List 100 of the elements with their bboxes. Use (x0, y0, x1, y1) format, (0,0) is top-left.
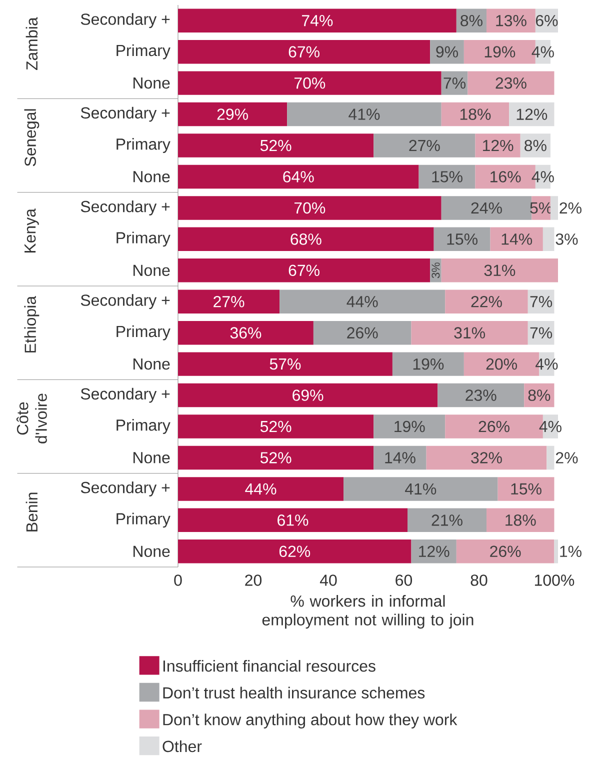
bar (374, 446, 426, 470)
data-label: 12% (483, 140, 514, 152)
data-label: 7% (444, 77, 466, 89)
data-label: 69% (292, 390, 324, 401)
data-label: 36% (230, 327, 262, 338)
data-label: 2% (560, 202, 582, 214)
y-tick-label: Secondary + (80, 482, 170, 496)
legend-label: Insufficient financial resources (163, 660, 376, 672)
bar (178, 258, 430, 282)
y-tick-label: Primary (116, 419, 170, 434)
bar (178, 352, 392, 376)
data-label: 14% (385, 452, 416, 464)
bar (408, 508, 487, 532)
data-label: 44% (245, 483, 276, 495)
y-tick-label: Secondary + (80, 200, 170, 216)
data-label: 29% (217, 108, 248, 120)
bar (434, 227, 490, 252)
bar (418, 164, 476, 189)
bar (392, 352, 464, 376)
bar (178, 320, 314, 345)
data-label: 41% (405, 483, 436, 495)
data-label: 19% (484, 46, 516, 58)
bar (456, 540, 554, 564)
bar (490, 227, 543, 252)
x-tick-label: 100% (534, 574, 574, 586)
y-tick-label: Secondary + (80, 13, 170, 28)
bar (178, 383, 438, 408)
data-label: 26% (490, 546, 521, 558)
data-label: 6% (536, 14, 558, 26)
bar (374, 414, 446, 438)
data-label: 31% (454, 327, 486, 338)
x-tick-label: 40 (320, 574, 337, 586)
data-label: 12% (419, 546, 450, 558)
bar (486, 8, 536, 32)
y-tick-label: None (134, 358, 170, 370)
bar (498, 477, 554, 501)
data-label: 64% (283, 171, 314, 182)
bar (313, 320, 412, 345)
data-label: 23% (466, 390, 496, 401)
data-label: 70% (294, 77, 326, 89)
data-label: 18% (460, 108, 491, 120)
bar (178, 196, 442, 220)
y-tick-label: Primary (116, 512, 170, 528)
y-tick-label: Secondary + (80, 106, 170, 122)
data-label: 27% (214, 296, 244, 308)
bar (178, 102, 288, 126)
legend-label: Don’t know anything about how they work (163, 714, 458, 728)
bar (178, 508, 408, 532)
data-label: 18% (506, 514, 536, 526)
bar (546, 446, 554, 470)
data-label: 19% (413, 358, 444, 370)
y-tick-label: None (134, 264, 170, 276)
data-label: 44% (346, 296, 378, 308)
bar (486, 508, 554, 532)
data-label: 68% (290, 234, 322, 245)
x-tick-label: 60 (396, 574, 412, 586)
y-tick-label: Secondary + (80, 388, 170, 403)
data-label: 2% (556, 452, 578, 464)
bar (178, 446, 374, 470)
bar (550, 196, 558, 220)
data-label: 22% (471, 296, 502, 308)
data-label: 12% (516, 108, 548, 120)
data-label: 19% (394, 420, 425, 432)
data-label: 31% (484, 264, 516, 276)
data-label: 52% (260, 452, 292, 464)
text: Ethiopia (24, 296, 40, 352)
data-label: 7% (530, 327, 552, 338)
data-label: 23% (496, 77, 526, 89)
data-label: 67% (288, 46, 320, 58)
x-tick-label: 80 (470, 574, 488, 586)
text: Zambia (26, 17, 38, 70)
data-label: 52% (260, 420, 292, 432)
bar (411, 540, 456, 564)
y-tick-label: None (134, 452, 170, 464)
data-label: 8% (460, 14, 482, 26)
bar (426, 446, 547, 470)
data-label: 26% (347, 327, 378, 338)
bar (178, 71, 442, 95)
bar (441, 102, 510, 126)
data-label: 21% (432, 514, 462, 526)
bar (438, 383, 524, 408)
data-label: 57% (270, 358, 301, 370)
data-label: 14% (502, 234, 532, 245)
data-label: 70% (294, 202, 326, 214)
bar (178, 227, 434, 252)
bar (475, 134, 520, 158)
data-label: 26% (478, 420, 510, 432)
bar (287, 102, 442, 126)
data-label: 8% (528, 390, 550, 401)
data-label: 3% (432, 262, 440, 278)
y-tick-label: None (134, 546, 170, 557)
y-tick-label: Secondary + (80, 294, 170, 310)
bar (178, 40, 430, 64)
legend-label: Other (162, 740, 202, 752)
data-label: 15% (511, 483, 542, 495)
text: Kenya (24, 208, 39, 253)
bar (554, 540, 558, 564)
data-label: 9% (436, 46, 458, 58)
data-label: 13% (496, 14, 526, 26)
bar (411, 320, 528, 345)
